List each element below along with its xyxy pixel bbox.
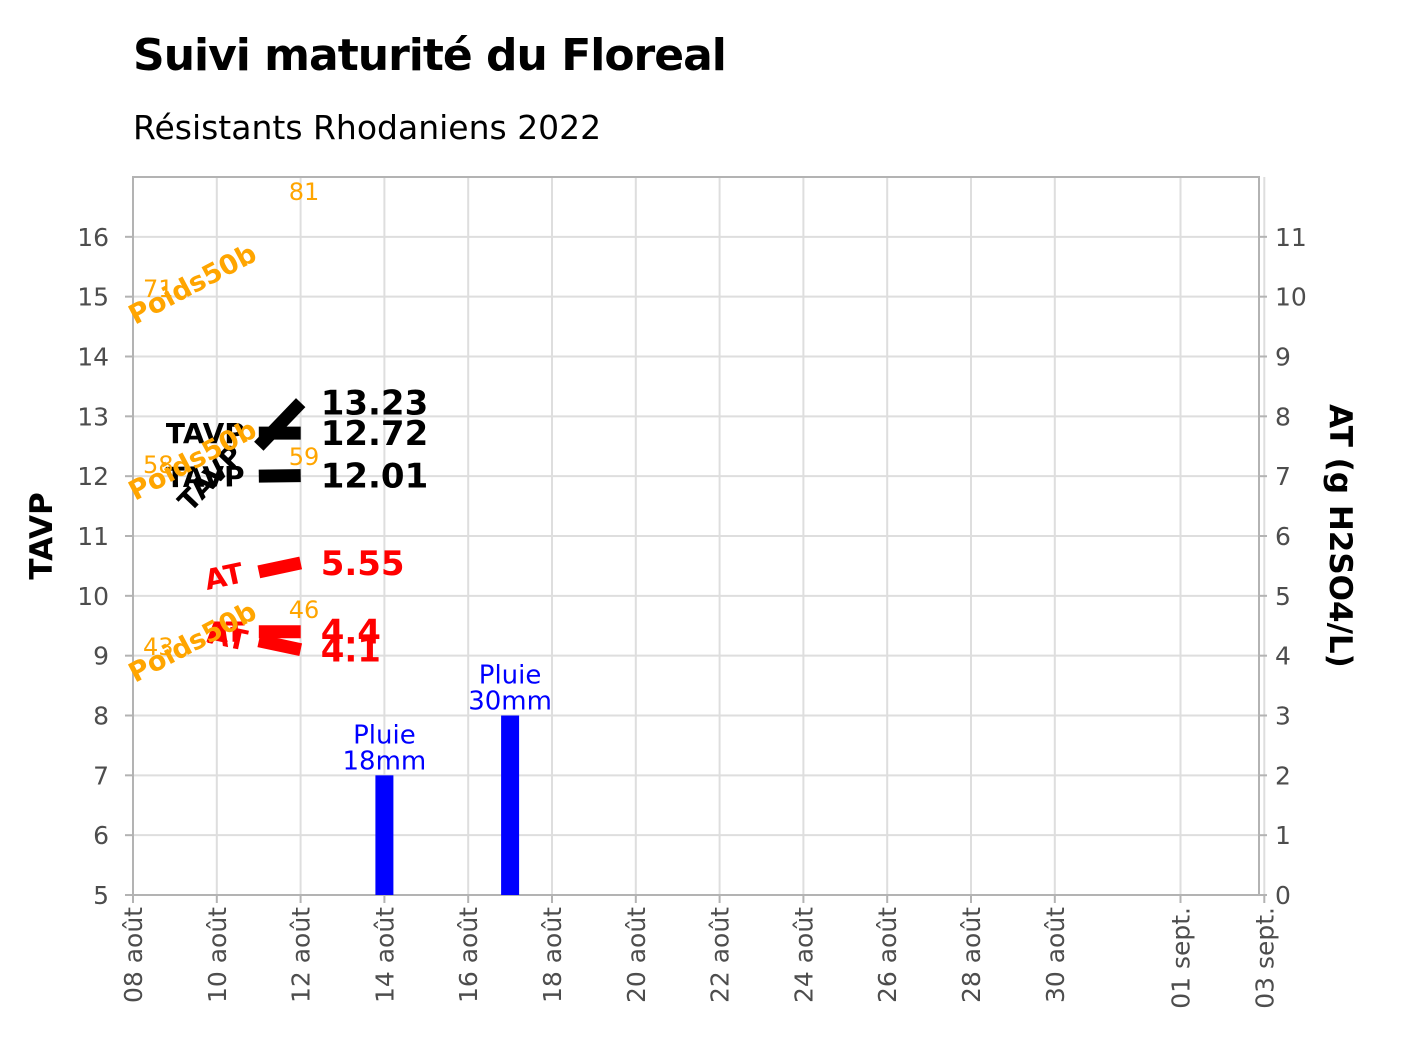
y2-tick-label: 0 xyxy=(1275,881,1291,910)
rain-label: Pluie xyxy=(479,661,542,691)
y2-tick-label: 10 xyxy=(1275,283,1307,312)
y2-tick-label: 3 xyxy=(1275,702,1291,731)
y2-tick-label: 5 xyxy=(1275,582,1291,611)
y2-tick-label: 4 xyxy=(1275,642,1291,671)
y-tick-label: 14 xyxy=(77,343,109,372)
rain-bar xyxy=(375,775,394,895)
tavp-series-label: TAVP xyxy=(166,417,245,450)
y-tick-label: 15 xyxy=(77,283,109,312)
y-tick-label: 8 xyxy=(93,702,109,731)
x-tick-label: 12 août xyxy=(287,907,316,1003)
x-tick-label: 24 août xyxy=(789,907,818,1003)
at-segment xyxy=(257,634,303,657)
y2-tick-label: 11 xyxy=(1275,223,1307,252)
chart-title: Suivi maturité du Floreal xyxy=(133,30,727,81)
rain-label: Pluie xyxy=(353,720,416,750)
y2-tick-label: 6 xyxy=(1275,522,1291,551)
x-tick-label: 28 août xyxy=(957,907,986,1003)
y-tick-label: 5 xyxy=(93,881,109,910)
y2-tick-label: 2 xyxy=(1275,761,1291,790)
tavp-series-label: TAVP xyxy=(166,460,245,494)
y2-tick-label: 9 xyxy=(1275,343,1291,372)
y2-axis-title: AT (g H2SO4/L) xyxy=(1322,404,1358,668)
rain-amount-label: 18mm xyxy=(343,746,427,776)
y2-tick-label: 1 xyxy=(1275,821,1291,850)
y-tick-label: 12 xyxy=(77,462,109,491)
x-tick-label: 30 août xyxy=(1041,907,1070,1003)
y-tick-label: 7 xyxy=(93,761,109,790)
y-tick-label: 11 xyxy=(77,522,109,551)
x-tick-label: 26 août xyxy=(873,907,902,1003)
x-tick-label: 10 août xyxy=(203,907,232,1003)
poids-end-label: 59 xyxy=(289,443,320,471)
at-series-label: AT xyxy=(206,616,245,649)
poids-start-label: 43 xyxy=(143,633,174,661)
rain-bar xyxy=(501,715,520,895)
at-series-label: AT xyxy=(206,617,251,657)
tavp-value-label: 12.72 xyxy=(321,414,429,454)
y2-tick-label: 8 xyxy=(1275,402,1291,431)
chart-subtitle: Résistants Rhodaniens 2022 xyxy=(133,108,602,147)
y-tick-label: 10 xyxy=(77,582,109,611)
y-tick-label: 6 xyxy=(93,821,109,850)
y-tick-label: 9 xyxy=(93,642,109,671)
tavp-value-label: 12.01 xyxy=(321,457,429,497)
poids-start-label: 58 xyxy=(143,451,174,479)
x-tick-label: 01 sept. xyxy=(1167,907,1196,1009)
x-tick-label: 03 sept. xyxy=(1250,907,1279,1009)
y-tick-label: 16 xyxy=(77,223,109,252)
at-series-label: AT xyxy=(202,556,247,596)
tavp-value-label: 13.23 xyxy=(321,384,429,424)
at-value-label: 5.55 xyxy=(321,544,405,584)
x-tick-label: 18 août xyxy=(538,907,567,1003)
x-tick-label: 08 août xyxy=(119,907,148,1003)
poids-end-label: 81 xyxy=(289,178,320,206)
at-value-label: 4.1 xyxy=(321,631,381,671)
poids-end-label: 46 xyxy=(289,596,320,624)
x-tick-label: 20 août xyxy=(622,907,651,1003)
rain-amount-label: 30mm xyxy=(468,687,552,717)
poids-start-label: 71 xyxy=(143,275,174,303)
y-tick-label: 13 xyxy=(77,402,109,431)
x-tick-label: 22 août xyxy=(706,907,735,1003)
y-axis-title: TAVP xyxy=(24,492,60,579)
at-segment xyxy=(257,556,303,579)
tavp-segment xyxy=(258,469,301,483)
tavp-segment xyxy=(254,398,306,451)
y2-tick-label: 7 xyxy=(1275,462,1291,491)
x-tick-label: 16 août xyxy=(454,907,483,1003)
x-tick-label: 14 août xyxy=(370,907,399,1003)
at-value-label: 4.4 xyxy=(321,613,381,653)
